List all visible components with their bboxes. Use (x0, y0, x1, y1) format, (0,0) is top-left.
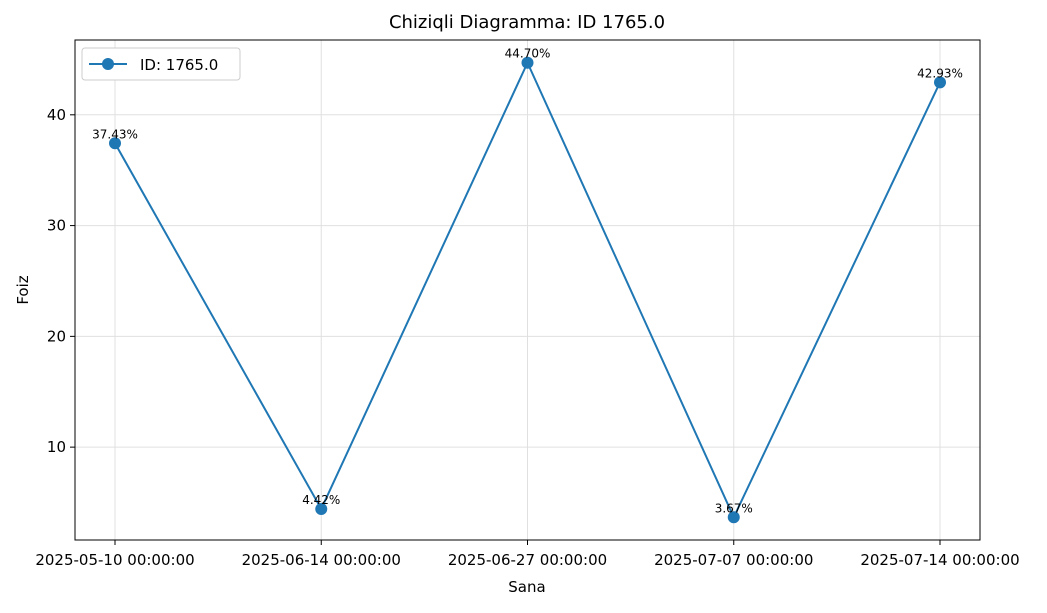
x-axis-label: Sana (508, 578, 545, 596)
legend-box (81, 47, 241, 81)
x-tick-label: 2025-07-14 00:00:00 (860, 551, 1019, 569)
y-tick-label: 20 (47, 327, 66, 345)
x-tick-label: 2025-07-07 00:00:00 (654, 551, 813, 569)
chart-title: Chiziqli Diagramma: ID 1765.0 (389, 12, 665, 33)
series-layer (109, 56, 946, 524)
grid-lines (75, 40, 980, 540)
data-label: 3.67% (715, 501, 753, 515)
data-point (315, 502, 328, 515)
x-tick-label: 2025-06-14 00:00:00 (242, 551, 401, 569)
data-label: 37.43% (92, 127, 138, 141)
data-labels: 37.43% 4.42% 44.70% 3.67% 42.93% (92, 47, 963, 516)
legend: ID: 1765.0 (81, 47, 241, 81)
y-axis-label: Foiz (14, 275, 32, 304)
legend-marker (102, 58, 114, 70)
data-label: 42.93% (917, 66, 963, 80)
data-label: 4.42% (302, 493, 340, 507)
x-tick-label: 2025-06-27 00:00:00 (448, 551, 607, 569)
y-tick-label: 30 (47, 217, 66, 235)
data-label: 44.70% (505, 47, 551, 61)
axis-ticks: 2025-05-10 00:00:00 2025-06-14 00:00:00 20… (35, 106, 1019, 569)
data-point (109, 137, 121, 150)
data-point (934, 76, 946, 89)
data-point (521, 56, 534, 69)
y-tick-label: 40 (47, 106, 66, 124)
data-point (727, 511, 740, 524)
x-tick-label: 2025-05-10 00:00:00 (35, 551, 194, 569)
legend-label: ID: 1765.0 (140, 56, 218, 74)
y-tick-label: 10 (47, 438, 66, 456)
